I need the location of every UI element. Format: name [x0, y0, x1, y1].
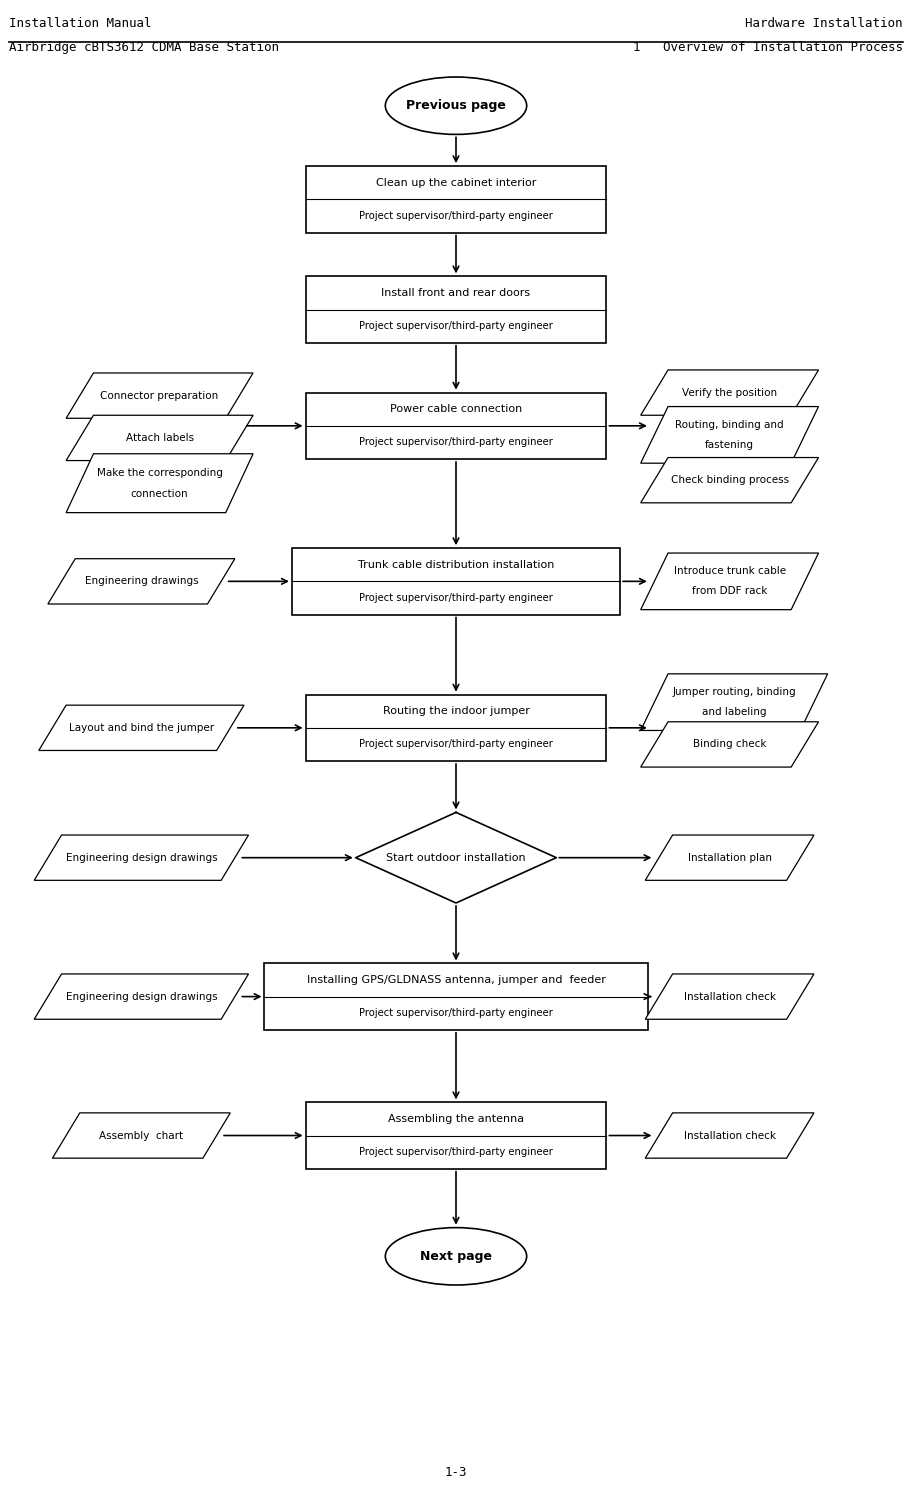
Text: Assembling the antenna: Assembling the antenna: [387, 1114, 524, 1123]
Text: Make the corresponding: Make the corresponding: [97, 468, 222, 477]
Bar: [305, 393, 606, 459]
Polygon shape: [66, 453, 252, 512]
Text: Assembly  chart: Assembly chart: [99, 1131, 183, 1140]
Polygon shape: [52, 1113, 230, 1158]
Text: Engineering design drawings: Engineering design drawings: [66, 853, 217, 862]
Text: Routing, binding and: Routing, binding and: [674, 420, 783, 430]
Polygon shape: [66, 373, 252, 418]
Polygon shape: [640, 406, 818, 464]
Text: Engineering design drawings: Engineering design drawings: [66, 992, 217, 1001]
Text: Project supervisor/third-party engineer: Project supervisor/third-party engineer: [359, 322, 552, 331]
Text: connection: connection: [130, 489, 189, 498]
Polygon shape: [35, 835, 248, 880]
Bar: [305, 166, 606, 233]
Polygon shape: [640, 673, 827, 731]
Text: Project supervisor/third-party engineer: Project supervisor/third-party engineer: [359, 211, 552, 220]
Polygon shape: [640, 458, 818, 503]
Polygon shape: [640, 370, 818, 415]
Bar: [292, 548, 619, 615]
Text: Jumper routing, binding: Jumper routing, binding: [671, 687, 795, 698]
Text: Project supervisor/third-party engineer: Project supervisor/third-party engineer: [359, 740, 552, 749]
Text: Airbridge cBTS3612 CDMA Base Station: Airbridge cBTS3612 CDMA Base Station: [9, 41, 279, 54]
Text: Installation Manual: Installation Manual: [9, 17, 151, 30]
Text: Trunk cable distribution installation: Trunk cable distribution installation: [357, 560, 554, 569]
Text: Attach labels: Attach labels: [126, 433, 193, 442]
Text: Check binding process: Check binding process: [670, 476, 788, 485]
Text: Layout and bind the jumper: Layout and bind the jumper: [68, 723, 214, 732]
Polygon shape: [640, 722, 818, 767]
Text: Installation check: Installation check: [683, 992, 774, 1001]
Text: Routing the indoor jumper: Routing the indoor jumper: [382, 707, 529, 716]
Text: Previous page: Previous page: [405, 100, 506, 112]
Polygon shape: [48, 559, 234, 604]
Text: and labeling: and labeling: [701, 707, 765, 717]
Bar: [264, 963, 647, 1030]
Polygon shape: [645, 1113, 813, 1158]
Text: Install front and rear doors: Install front and rear doors: [381, 288, 530, 297]
Polygon shape: [38, 705, 243, 750]
Text: Installation check: Installation check: [683, 1131, 774, 1140]
Polygon shape: [645, 974, 813, 1019]
Text: from DDF rack: from DDF rack: [691, 586, 766, 596]
Text: Engineering drawings: Engineering drawings: [85, 577, 198, 586]
Polygon shape: [645, 835, 813, 880]
Text: Introduce trunk cable: Introduce trunk cable: [673, 566, 784, 577]
Text: Clean up the cabinet interior: Clean up the cabinet interior: [375, 178, 536, 187]
Bar: [305, 695, 606, 761]
Bar: [305, 276, 606, 343]
Text: Project supervisor/third-party engineer: Project supervisor/third-party engineer: [359, 1148, 552, 1157]
Text: 1   Overview of Installation Process: 1 Overview of Installation Process: [632, 41, 902, 54]
Polygon shape: [35, 974, 248, 1019]
Polygon shape: [640, 553, 818, 610]
Text: 1-3: 1-3: [445, 1466, 466, 1478]
Polygon shape: [66, 415, 252, 461]
Text: Verify the position: Verify the position: [681, 388, 776, 397]
Text: Power cable connection: Power cable connection: [389, 405, 522, 414]
Text: Project supervisor/third-party engineer: Project supervisor/third-party engineer: [359, 1009, 552, 1018]
Text: Installing GPS/GLDNASS antenna, jumper and  feeder: Installing GPS/GLDNASS antenna, jumper a…: [306, 975, 605, 985]
Text: fastening: fastening: [704, 439, 753, 450]
Text: Hardware Installation: Hardware Installation: [744, 17, 902, 30]
Text: Project supervisor/third-party engineer: Project supervisor/third-party engineer: [359, 438, 552, 447]
Text: Start outdoor installation: Start outdoor installation: [385, 853, 526, 862]
Text: Connector preparation: Connector preparation: [100, 391, 219, 400]
Bar: [305, 1102, 606, 1169]
Text: Binding check: Binding check: [692, 740, 765, 749]
Text: Project supervisor/third-party engineer: Project supervisor/third-party engineer: [359, 593, 552, 602]
Text: Next page: Next page: [420, 1250, 491, 1262]
Text: Installation plan: Installation plan: [687, 853, 771, 862]
